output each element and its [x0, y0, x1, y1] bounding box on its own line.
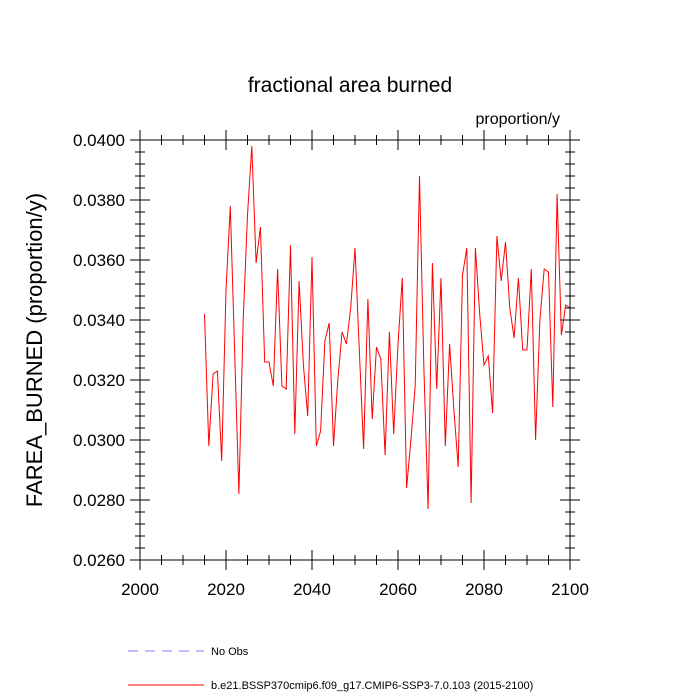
series-line-model: [204, 145, 571, 510]
plot-series: [204, 145, 571, 510]
y-tick-label: 0.0340: [73, 311, 125, 330]
x-tick-label: 2100: [551, 580, 589, 599]
x-tick-label: 2000: [121, 580, 159, 599]
y-tick-label: 0.0280: [73, 491, 125, 510]
y-tick-label: 0.0400: [73, 131, 125, 150]
y-tick-label: 0.0300: [73, 431, 125, 450]
legend-label-no-obs: No Obs: [211, 646, 249, 658]
y-tick-label: 0.0260: [73, 551, 125, 570]
x-tick-label: 2040: [293, 580, 331, 599]
y-tick-label: 0.0360: [73, 251, 125, 270]
x-tick-label: 2020: [207, 580, 245, 599]
chart-title: fractional area burned: [248, 74, 452, 97]
x-tick-label: 2060: [379, 580, 417, 599]
y-tick-label: 0.0380: [73, 191, 125, 210]
tick-labels: 2000 2020 2040 2060 2080 2100 0.0260 0.0280 0.03…: [73, 131, 589, 599]
units-label: proportion/y: [476, 111, 561, 128]
y-tick-label: 0.0320: [73, 371, 125, 390]
axis-ticks: [130, 130, 580, 570]
plot-frame: [139, 139, 571, 561]
x-tick-label: 2080: [465, 580, 503, 599]
legend-label-model: b.e21.BSSP370cmip6.f09_g17.CMIP6-SSP3-7.…: [211, 680, 533, 692]
legend: No Obs b.e21.BSSP370cmip6.f09_g17.CMIP6-…: [128, 646, 533, 692]
y-axis-label: FAREA_BURNED (proportion/y): [22, 193, 47, 507]
